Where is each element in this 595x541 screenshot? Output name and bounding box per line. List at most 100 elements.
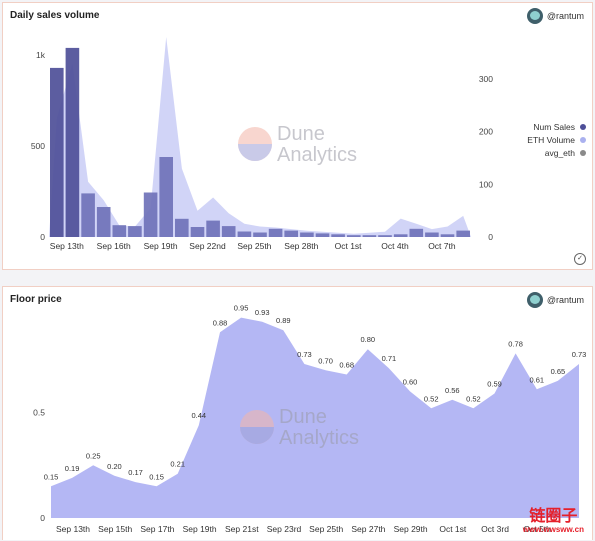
data-label: 0.19 — [65, 464, 80, 473]
num-sales-bar — [440, 234, 455, 237]
num-sales-bar — [253, 232, 267, 237]
author-name: @rantum — [546, 11, 584, 21]
legend-swatch-icon — [580, 124, 586, 130]
site-watermark-url: www.wwsww.cn — [522, 525, 584, 534]
num-sales-bar — [315, 233, 330, 237]
legend-swatch-icon — [580, 137, 586, 143]
num-sales-bar — [268, 228, 283, 237]
watermark-word-1: Dune — [279, 406, 327, 428]
data-label: 0.73 — [297, 350, 312, 359]
x-tick-label: Sep 25th — [237, 241, 271, 251]
data-label: 0.59 — [487, 380, 502, 389]
data-label: 0.15 — [44, 472, 59, 481]
data-label: 0.52 — [466, 394, 481, 403]
data-label: 0.89 — [276, 316, 291, 325]
legend-swatch-icon — [580, 150, 586, 156]
data-label: 0.70 — [318, 356, 333, 365]
watermark-logo-half — [238, 144, 272, 161]
x-tick-label: Oct 7th — [428, 241, 456, 251]
x-tick-label: Oct 4th — [381, 241, 409, 251]
data-label: 0.44 — [191, 411, 206, 420]
num-sales-bar — [65, 47, 80, 238]
data-label: 0.61 — [529, 375, 544, 384]
data-label: 0.80 — [360, 335, 375, 344]
floor-price-area — [51, 317, 579, 518]
chart-title: Floor price — [10, 294, 62, 305]
check-icon[interactable]: ✓ — [574, 253, 586, 265]
x-tick-label: Sep 25th — [309, 524, 343, 534]
x-tick-label: Sep 19th — [144, 241, 178, 251]
data-label: 0.20 — [107, 462, 122, 471]
x-tick-label: Sep 29th — [394, 524, 428, 534]
num-sales-bar — [221, 226, 236, 237]
num-sales-bar — [300, 232, 314, 237]
y-left-tick-label: 1k — [36, 50, 46, 60]
num-sales-bar — [175, 218, 189, 237]
x-tick-label: Sep 28th — [284, 241, 318, 251]
y-left-tick-label: 0 — [40, 232, 45, 242]
num-sales-bar — [112, 225, 127, 237]
x-tick-label: Sep 23rd — [267, 524, 302, 534]
x-tick-label: Sep 13th — [56, 524, 90, 534]
data-label: 0.73 — [572, 350, 587, 359]
num-sales-bar — [128, 226, 142, 237]
watermark-word-2: Analytics — [277, 144, 357, 166]
legend-label: avg_eth — [545, 148, 576, 158]
data-label: 0.68 — [339, 361, 354, 370]
site-watermark-cn: 链圈子 — [529, 508, 578, 525]
num-sales-bar — [409, 228, 424, 237]
avatar-icon — [526, 8, 543, 24]
author-badge[interactable]: @rantum — [526, 292, 584, 308]
data-label: 0.15 — [149, 472, 164, 481]
y-right-tick-label: 200 — [479, 127, 493, 137]
num-sales-bar — [237, 231, 252, 237]
num-sales-bar — [393, 234, 408, 237]
data-label: 0.56 — [445, 386, 460, 395]
num-sales-bar — [159, 157, 173, 237]
data-label: 0.93 — [255, 308, 270, 317]
num-sales-bar — [206, 220, 220, 237]
watermark-word-1: Dune — [277, 123, 325, 145]
y-right-tick-label: 0 — [488, 232, 493, 242]
watermark-word-2: Analytics — [279, 427, 359, 449]
x-tick-label: Oct 5th — [523, 524, 551, 534]
data-label: 0.21 — [170, 460, 185, 469]
x-tick-label: Sep 15th — [98, 524, 132, 534]
num-sales-bar — [81, 193, 95, 237]
data-label: 0.95 — [234, 304, 249, 313]
y-right-tick-label: 300 — [479, 74, 493, 84]
avatar-icon — [526, 292, 543, 308]
y-left-tick-label: 500 — [31, 141, 45, 151]
num-sales-bar — [331, 234, 345, 237]
data-label: 0.71 — [382, 354, 397, 363]
data-label: 0.52 — [424, 394, 439, 403]
eth-volume-area — [49, 37, 471, 237]
author-name: @rantum — [546, 295, 584, 305]
data-label: 0.60 — [403, 377, 418, 386]
y-tick-label: 0 — [40, 513, 45, 523]
data-label: 0.17 — [128, 468, 143, 477]
x-tick-label: Oct 1st — [335, 241, 363, 251]
data-label: 0.88 — [213, 318, 228, 327]
num-sales-bar — [143, 192, 158, 237]
num-sales-bar — [425, 232, 439, 237]
watermark-logo-half — [240, 427, 274, 444]
num-sales-bar — [362, 235, 377, 237]
data-label: 0.65 — [551, 367, 566, 376]
x-tick-label: Oct 3rd — [481, 524, 509, 534]
num-sales-bar — [284, 230, 298, 237]
data-label: 0.25 — [86, 451, 101, 460]
num-sales-bar — [378, 235, 392, 237]
x-tick-label: Sep 19th — [183, 524, 217, 534]
floor-price-panel: Floor price @rantum 0 0.5 Dune Analytics 0.1… — [2, 286, 593, 540]
num-sales-bar — [190, 227, 205, 237]
num-sales-bar — [347, 235, 361, 237]
x-tick-label: Sep 17th — [140, 524, 174, 534]
x-tick-label: Sep 27th — [351, 524, 385, 534]
x-tick-label: Sep 13th — [50, 241, 84, 251]
x-tick-label: Sep 16th — [97, 241, 131, 251]
author-badge[interactable]: @rantum — [526, 8, 584, 24]
